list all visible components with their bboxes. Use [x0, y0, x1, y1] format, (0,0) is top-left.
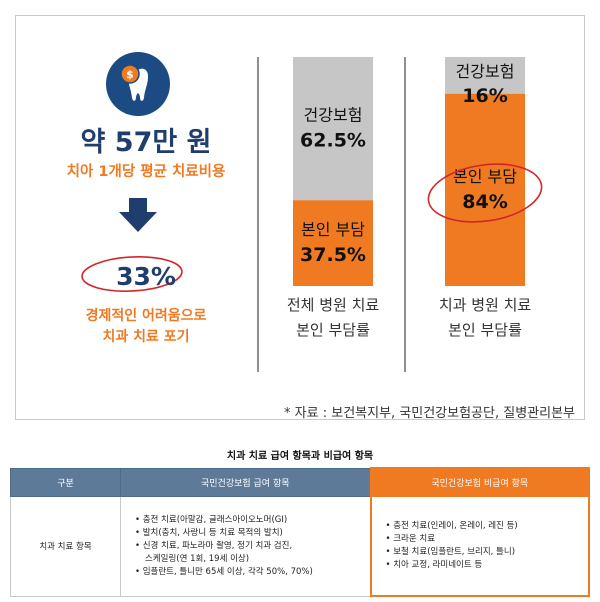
average-cost-value: 약 57만 원 — [80, 127, 212, 158]
infographic-frame — [15, 15, 585, 420]
category-label: 치과 병원 치료 — [439, 296, 532, 314]
data-label: 84% — [462, 191, 507, 213]
category-label: 본인 부담률 — [448, 321, 522, 339]
bar-segment — [293, 200, 373, 286]
covered-item: • 임플란트, 틀니만 65세 이상, 각각 50%, 70%) — [135, 566, 313, 577]
noncovered-item: • 충전 치료(인레이, 온레이, 레진 등) — [385, 521, 518, 531]
covered-item: • 충전 치료(아말감, 글래스아이오노머(GI) — [135, 514, 288, 525]
table-header-row: 구분 국민건강보험 급여 항목 국민건강보험 비급여 항목 — [10, 467, 590, 497]
series-label: 건강보험 — [456, 62, 515, 81]
highlight-circle — [427, 163, 543, 223]
noncovered-item: • 보철 치료(임플란트, 브리지, 틀니) — [385, 547, 516, 557]
gave-up-caption-line1: 경제적인 어려움으로 — [85, 308, 207, 324]
svg-text:$: $ — [126, 68, 134, 81]
covered-items-list: • 충전 치료(아말감, 글래스아이오노머(GI) • 발치(충치, 사랑니 등… — [135, 514, 370, 579]
average-cost-caption: 치아 1개당 평균 치료비용 — [66, 164, 226, 180]
bar-segment — [445, 57, 525, 94]
source-note: * 자료 : 보건복지부, 국민건강보험공단, 질병관리본부 — [284, 406, 575, 421]
noncovered-items-cell: • 충전 치료(인레이, 온레이, 레진 등) • 크라운 치료 • 보철 치료… — [369, 496, 590, 597]
table-row: 치과 치료 항목 • 충전 치료(아말감, 글래스아이오노머(GI) • 발치(… — [10, 495, 590, 597]
noncovered-item: • 크라운 치료 — [385, 534, 436, 544]
category-label: 본인 부담률 — [296, 321, 370, 339]
header-noncovered: 국민건강보험 비급여 항목 — [369, 467, 590, 497]
series-label: 본인 부담 — [301, 220, 365, 239]
header-covered: 국민건강보험 급여 항목 — [120, 467, 371, 497]
category-label: 전체 병원 치료 — [287, 296, 380, 314]
gave-up-percentage: 33% — [116, 262, 176, 291]
gave-up-caption: 경제적인 어려움으로 치과 치료 포기 — [56, 306, 236, 348]
dollar-tooth-icon: $ — [106, 52, 170, 116]
series-label: 건강보험 — [304, 106, 363, 125]
bar-segment — [293, 57, 373, 201]
highlight-circle — [81, 256, 183, 292]
header-category: 구분 — [10, 467, 121, 497]
covered-item: • 신경 치료, 파노라마 촬영, 정기 치과 검진, — [135, 540, 293, 551]
series-label: 본인 부담 — [453, 167, 517, 186]
bar-segment — [445, 93, 525, 286]
down-arrow-icon — [119, 198, 157, 232]
coverage-table: 구분 국민건강보험 급여 항목 국민건강보험 비급여 항목 치과 치료 항목 •… — [10, 467, 590, 597]
data-label: 37.5% — [300, 244, 366, 266]
data-label: 62.5% — [300, 130, 366, 152]
covered-items-cell: • 충전 치료(아말감, 글래스아이오노머(GI) • 발치(충치, 사랑니 등… — [120, 495, 371, 597]
data-label: 16% — [462, 85, 507, 107]
covered-item: 스케일링(연 1회, 19세 이상) — [145, 553, 250, 564]
covered-item: • 발치(충치, 사랑니 등 치료 목적의 발치) — [135, 527, 283, 538]
noncovered-item: • 치아 교정, 라미네이트 등 — [385, 560, 483, 570]
row-label: 치과 치료 항목 — [10, 495, 121, 597]
gave-up-caption-line2: 치과 치료 포기 — [102, 329, 190, 345]
table-title: 치과 치료 급여 항목과 비급여 항목 — [226, 451, 374, 462]
noncovered-items-list: • 충전 치료(인레이, 온레이, 레진 등) • 크라운 치료 • 보철 치료… — [386, 520, 589, 572]
